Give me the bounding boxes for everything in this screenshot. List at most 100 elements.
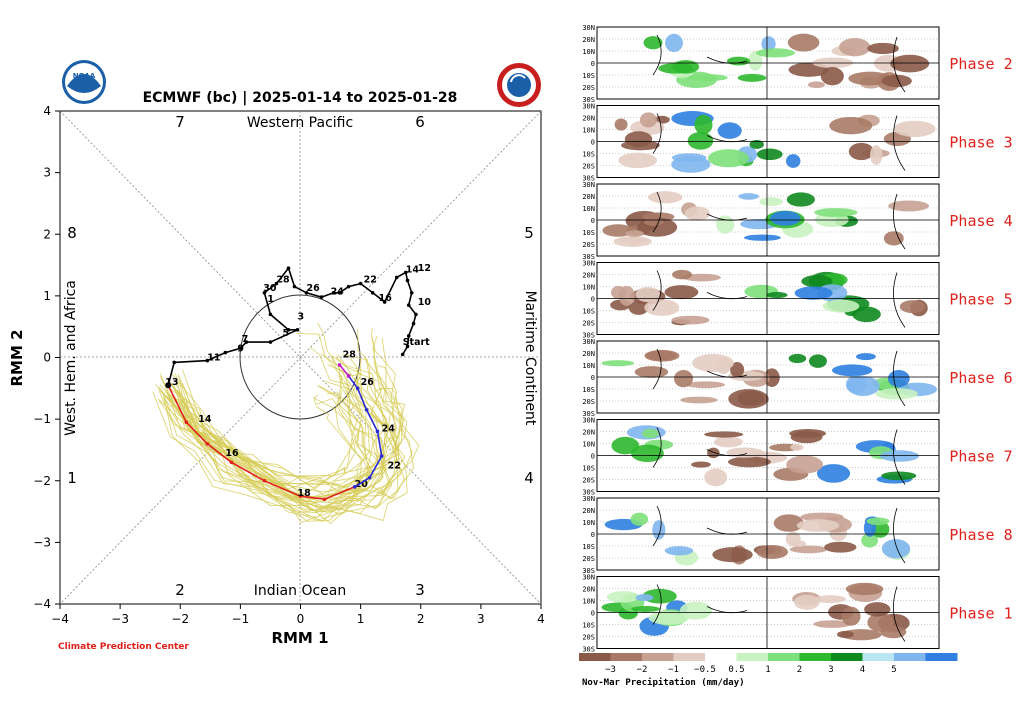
x-tick-label: −4	[51, 612, 69, 626]
forecast-final-day-label: 28	[343, 350, 357, 361]
observed-point	[295, 327, 300, 332]
observed-day-label: 28	[276, 274, 290, 285]
wet-anomaly-patch	[749, 139, 764, 149]
wet-anomaly-patch	[814, 208, 858, 217]
dry-anomaly-patch	[839, 38, 871, 57]
observed-point	[370, 290, 375, 295]
phase-panel-label: Phase 4	[949, 212, 1012, 230]
dry-anomaly-patch	[730, 362, 745, 378]
wet-anomaly-patch	[756, 148, 783, 161]
ensemble-member-line	[157, 390, 391, 515]
dry-anomaly-patch	[880, 625, 907, 639]
lat-label: 10N	[582, 362, 595, 370]
wet-anomaly-patch	[881, 539, 911, 559]
wet-anomaly-patch	[652, 520, 666, 540]
x-tick-label: −1	[232, 612, 250, 626]
forecast-week1-point	[262, 478, 267, 483]
phase-panel: 30N 20N 10N 0 10S 20S 30S Phase 5	[582, 260, 1012, 340]
lat-label: 0	[591, 217, 595, 225]
lat-label: 10N	[582, 598, 595, 606]
forecast-week2-day-label: 22	[388, 460, 401, 471]
colorbar-title: Nov-Mar Precipitation (mm/day)	[582, 677, 745, 688]
lat-label: 0	[591, 60, 595, 68]
wet-anomaly-patch	[788, 353, 807, 364]
x-axis-label: RMM 1	[271, 629, 328, 647]
lat-label: 20N	[582, 429, 595, 437]
x-tick-label: 2	[417, 612, 425, 626]
dry-anomaly-patch	[691, 461, 711, 468]
dry-anomaly-patch	[645, 350, 677, 361]
dry-anomaly-patch	[692, 353, 734, 373]
wet-anomaly-patch	[748, 51, 763, 71]
observed-point	[223, 350, 228, 355]
lat-label: 30S	[582, 175, 595, 183]
forecast-week1-point	[229, 460, 234, 465]
phase-panel: 30N 20N 10N 0 10S 20S 30S Phase 2	[582, 24, 1012, 104]
observed-day-label: 5	[282, 328, 289, 339]
lat-label: 20N	[582, 115, 595, 123]
credit-label: Climate Prediction Center	[58, 642, 189, 652]
y-axis-label: RMM 2	[8, 329, 26, 386]
lat-label: 20N	[582, 586, 595, 594]
lat-label: 10S	[582, 72, 595, 80]
observed-point	[331, 290, 336, 295]
colorbar-tick-label: 4	[860, 665, 865, 675]
lat-label: 20N	[582, 193, 595, 201]
wet-anomaly-patch	[852, 306, 881, 323]
wet-anomaly-patch	[671, 156, 711, 173]
wet-anomaly-patch	[643, 36, 663, 50]
lat-label: 10S	[582, 622, 595, 630]
y-axis-ticks: −4 −3 −2 −1 0 1 2 3 4	[33, 104, 60, 611]
wet-anomaly-patch	[816, 464, 851, 483]
wet-anomaly-patch	[861, 533, 879, 548]
colorbar-swatch	[736, 653, 769, 661]
ensemble-member-line	[162, 373, 387, 513]
wet-anomaly-patch	[635, 594, 654, 602]
lat-label: 30S	[582, 567, 595, 575]
y-tick-label: 1	[43, 289, 51, 303]
phase-guides	[59, 110, 542, 605]
observed-point	[244, 340, 249, 344]
x-tick-label: 4	[537, 612, 545, 626]
colorbar-swatch	[768, 653, 800, 661]
phase-number: 3	[415, 581, 425, 599]
wet-anomaly-patch	[808, 354, 827, 368]
dry-anomaly-patch	[845, 582, 884, 596]
wet-anomaly-patch	[630, 444, 664, 462]
observed-point	[304, 290, 309, 295]
observed-point	[205, 358, 210, 363]
lat-label: 30N	[582, 574, 595, 582]
wet-anomaly-patch	[887, 370, 910, 388]
forecast-week1-day-label: 16	[225, 448, 239, 459]
colorbar-swatch	[831, 653, 863, 661]
lat-label: 10S	[582, 386, 595, 394]
observed-point	[406, 303, 411, 307]
observed-point	[405, 278, 410, 283]
ensemble-member-line	[166, 380, 384, 513]
y-tick-label: 2	[43, 227, 51, 241]
coastline	[652, 505, 906, 564]
dry-anomaly-patch	[672, 269, 693, 280]
forecast-week1-day-label: 20	[355, 479, 369, 490]
phase-panel-label: Phase 3	[949, 134, 1012, 152]
phase-number: 6	[415, 113, 425, 131]
observed-point	[405, 344, 410, 349]
observed-day-label: 24	[331, 287, 345, 298]
lat-label: 30N	[582, 338, 595, 346]
x-tick-label: −3	[111, 612, 129, 626]
wet-anomaly-patch	[737, 73, 767, 82]
lat-label: 10S	[582, 308, 595, 316]
wet-anomaly-patch	[761, 36, 776, 52]
phase-number: 5	[524, 224, 534, 242]
lat-label: 10N	[582, 127, 595, 135]
observed-day-label: 22	[364, 274, 377, 285]
coastline	[652, 191, 906, 250]
observed-point	[319, 295, 324, 299]
dry-anomaly-patch	[684, 206, 710, 221]
forecast-week1-point	[298, 494, 303, 498]
dry-anomaly-patch	[756, 545, 789, 559]
lat-label: 20S	[582, 398, 595, 406]
observed-point	[286, 266, 291, 270]
svg-text:NOAA: NOAA	[73, 72, 96, 80]
lat-label: 20S	[582, 163, 595, 171]
